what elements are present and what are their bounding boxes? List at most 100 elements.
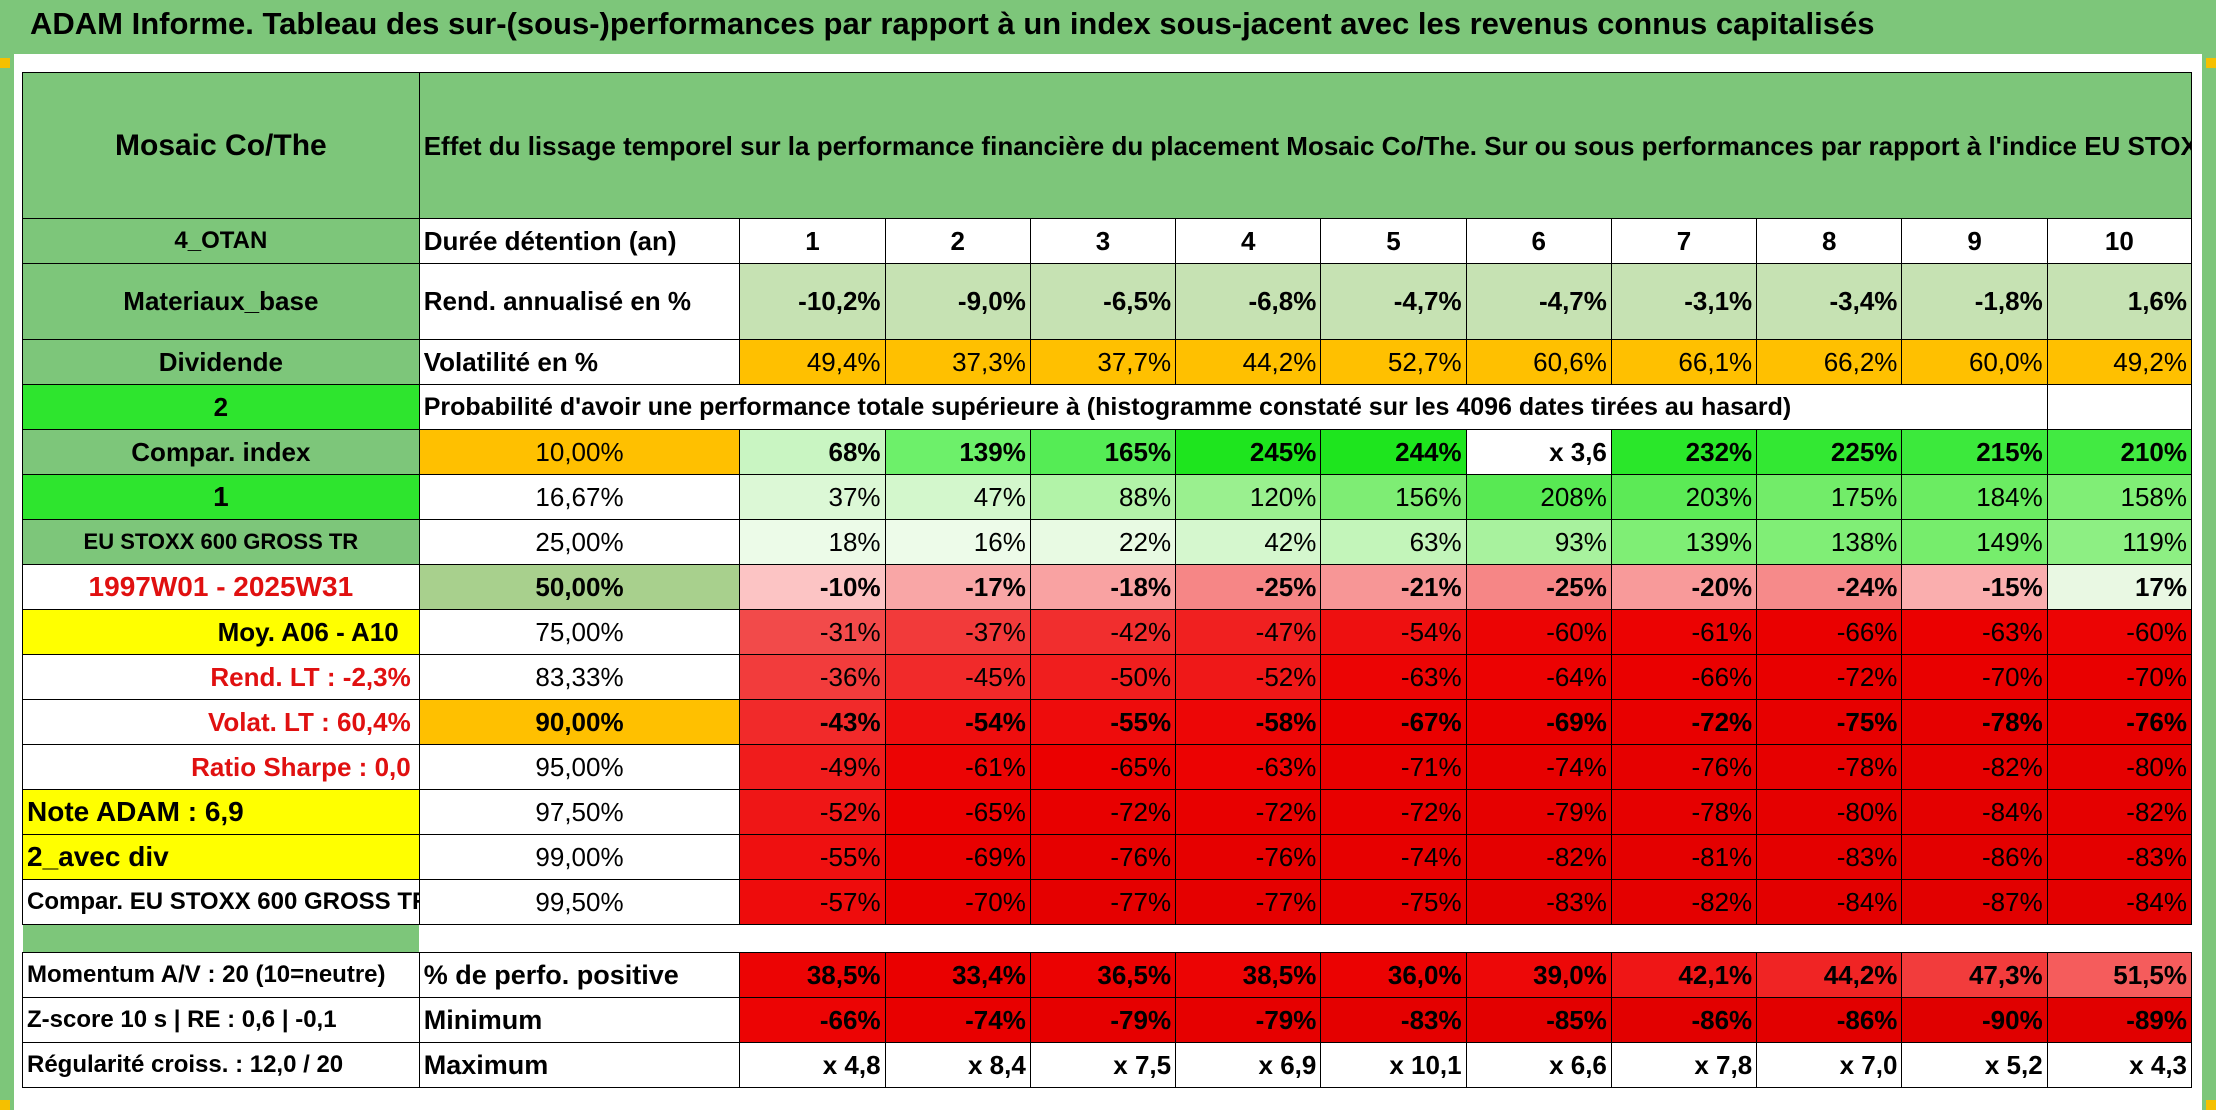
pos-cell: 38,5% (1175, 952, 1322, 998)
quantile-cell: -21% (1320, 564, 1467, 610)
period-label: 1997W01 - 2025W31 (22, 564, 420, 610)
quantile-cell: -65% (1029, 744, 1177, 790)
quantile-cell: 37% (739, 474, 886, 520)
max-row: Régularité croiss. : 12,0 / 20 Maximum x… (22, 1042, 2193, 1088)
quantile-cell: -58% (1175, 699, 1322, 745)
quantile-cell: -76% (2046, 699, 2193, 745)
quantile-cell: 210% (2046, 429, 2193, 475)
quantile-cell: 138% (1756, 519, 1903, 565)
quantile-cell: -82% (1901, 744, 2048, 790)
quantile-cell: 184% (1901, 474, 2048, 520)
quantile-cell: -57% (739, 879, 886, 925)
quantile-cell: x 3,6 (1465, 429, 1612, 475)
quantile-cell: -67% (1320, 699, 1467, 745)
quantile-p: 99,00% (418, 834, 741, 880)
quantile-cell: 139% (884, 429, 1031, 475)
quantile-row: Moy. A06 - A10 75,00% -31% -37% -42% -47… (22, 609, 2193, 655)
performance-table: Mosaic Co/The Effet du lissage temporel … (22, 72, 2193, 1088)
min-cell: -89% (2046, 997, 2193, 1043)
quantile-cell: -86% (1901, 834, 2048, 880)
quantile-cell: -10% (739, 564, 886, 610)
min-cell: -90% (1901, 997, 2048, 1043)
page-title: ADAM Informe. Tableau des sur-(sous-)per… (30, 6, 1875, 41)
max-cell: x 8,4 (884, 1042, 1031, 1088)
quantile-cell: -15% (1901, 564, 2048, 610)
avec-div: 2_avec div (22, 834, 420, 880)
quantile-cell: 165% (1029, 429, 1177, 475)
vol-cell: 37,3% (884, 339, 1031, 385)
quantile-cell: -20% (1610, 564, 1758, 610)
quantile-cell: -72% (1320, 789, 1467, 835)
vol-cell: 66,2% (1756, 339, 1903, 385)
min-cell: -79% (1029, 997, 1177, 1043)
note-adam: Note ADAM : 6,9 (22, 789, 420, 835)
compar-index-value: 1 (22, 474, 420, 520)
pos-cell: 38,5% (739, 952, 886, 998)
quantile-cell: -70% (1901, 654, 2048, 700)
min-cell: -86% (1756, 997, 1903, 1043)
quantile-row: Compar. EU STOXX 600 GROSS TR 99,50% -57… (22, 879, 2193, 925)
quantile-cell: -36% (739, 654, 886, 700)
min-cell: -79% (1175, 997, 1322, 1043)
quantile-cell: 119% (2046, 519, 2193, 565)
min-row: Z-score 10 s | RE : 0,6 | -0,1 Minimum -… (22, 997, 2193, 1043)
year-cell: 3 (1029, 218, 1177, 264)
quantile-cell: -76% (1175, 834, 1322, 880)
quantile-p: 99,50% (418, 879, 741, 925)
quantile-cell: 47% (884, 474, 1031, 520)
quantile-row: Volat. LT : 60,4% 90,00% -43% -54% -55% … (22, 699, 2193, 745)
quantile-cell: -55% (1029, 699, 1177, 745)
quantile-cell: -17% (884, 564, 1031, 610)
quantile-cell: -60% (1465, 609, 1612, 655)
quantile-row: Note ADAM : 6,9 97,50% -52% -65% -72% -7… (22, 789, 2193, 835)
quantile-cell: -54% (1320, 609, 1467, 655)
max-cell: x 7,5 (1029, 1042, 1177, 1088)
rend-lt: Rend. LT : -2,3% (22, 654, 420, 700)
max-cell: x 7,8 (1610, 1042, 1758, 1088)
quantile-cell: -87% (1901, 879, 2048, 925)
quantile-p: 95,00% (418, 744, 741, 790)
quantile-cell: -77% (1029, 879, 1177, 925)
quantile-cell: 42% (1175, 519, 1322, 565)
quantile-row: Rend. LT : -2,3% 83,33% -36% -45% -50% -… (22, 654, 2193, 700)
quantile-cell: -65% (884, 789, 1031, 835)
rend-cell: -9,0% (884, 263, 1031, 340)
quantile-cell: -81% (1610, 834, 1758, 880)
year-cell: 5 (1320, 218, 1467, 264)
quantile-cell: -80% (2046, 744, 2193, 790)
duree-row: 4_OTAN Durée détention (an) 1 2 3 4 5 6 … (22, 218, 2193, 264)
quantile-row: 1 16,67% 37% 47% 88% 120% 156% 208% 203%… (22, 474, 2193, 520)
quantile-p: 25,00% (418, 519, 741, 565)
rend-cell: -4,7% (1465, 263, 1612, 340)
quantile-p: 50,00% (418, 564, 741, 610)
index-name: EU STOXX 600 GROSS TR (22, 519, 420, 565)
quantile-cell: -66% (1610, 654, 1758, 700)
quantile-row: EU STOXX 600 GROSS TR 25,00% 18% 16% 22%… (22, 519, 2193, 565)
dividend-label: Dividende (22, 339, 420, 385)
quantile-cell: -72% (1610, 699, 1758, 745)
rend-label: Rend. annualisé en % (418, 263, 741, 340)
quantile-cell: 244% (1320, 429, 1467, 475)
min-cell: -86% (1610, 997, 1758, 1043)
quantile-cell: -47% (1175, 609, 1322, 655)
quantile-cell: -25% (1175, 564, 1322, 610)
quantile-cell: -63% (1901, 609, 2048, 655)
vol-cell: 49,4% (739, 339, 886, 385)
quantile-p: 90,00% (418, 699, 741, 745)
quantile-cell: 120% (1175, 474, 1322, 520)
quantile-row: 2_avec div 99,00% -55% -69% -76% -76% -7… (22, 834, 2193, 880)
quantile-cell: 203% (1610, 474, 1758, 520)
quantile-cell: -55% (739, 834, 886, 880)
quantile-cell: -24% (1756, 564, 1903, 610)
quantile-cell: -78% (1756, 744, 1903, 790)
rend-cell: -10,2% (739, 263, 886, 340)
year-cell: 10 (2046, 218, 2193, 264)
rend-cell: -1,8% (1901, 263, 2048, 340)
header-row: Mosaic Co/The Effet du lissage temporel … (22, 72, 2193, 219)
pos-row: Momentum A/V : 20 (10=neutre) % de perfo… (22, 952, 2193, 998)
rend-cell: -3,4% (1756, 263, 1903, 340)
prob-row: 2 Probabilité d'avoir une performance to… (22, 384, 2193, 430)
corner-mark (2206, 1100, 2216, 1110)
quantile-cell: -18% (1029, 564, 1177, 610)
quantile-cell: 18% (739, 519, 886, 565)
